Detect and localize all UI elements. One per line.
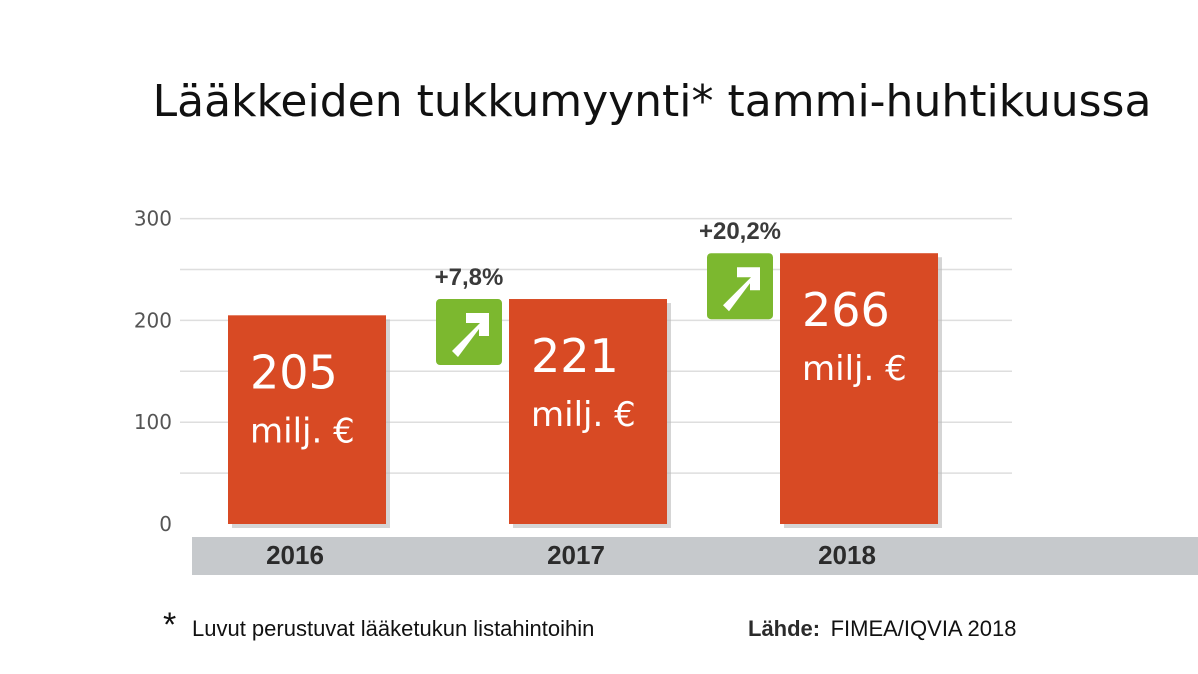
- x-category-label: 2016: [266, 540, 324, 570]
- x-category-label: 2018: [818, 540, 876, 570]
- source-label: Lähde:: [748, 616, 820, 641]
- y-tick-label: 100: [134, 410, 172, 434]
- source-line: Lähde: FIMEA/IQVIA 2018: [748, 616, 1016, 641]
- change-indicator: +20,2%: [699, 218, 781, 320]
- source-text: FIMEA/IQVIA 2018: [831, 616, 1017, 641]
- arrow-up-right-icon: [452, 313, 489, 358]
- bar-unit-label: milj. €: [250, 411, 355, 451]
- change-indicator: +7,8%: [435, 264, 504, 366]
- bar-value-label: 221: [531, 329, 619, 383]
- change-indicators: +7,8% +20,2%: [435, 218, 781, 366]
- bar-2017: [509, 299, 667, 524]
- bar-unit-label: milj. €: [802, 349, 907, 389]
- arrow-up-right-icon: [723, 267, 760, 312]
- bar-2016: [228, 315, 386, 524]
- y-tick-label: 300: [134, 207, 172, 231]
- y-tick-label: 0: [159, 512, 172, 536]
- change-percent-label: +7,8%: [435, 264, 504, 291]
- bars: 205 milj. € 221 milj. € 266 milj. €: [228, 253, 942, 528]
- footnote-text: Luvut perustuvat lääketukun listahintoih…: [192, 616, 594, 641]
- x-axis-band: [192, 537, 1198, 575]
- chart-title: Lääkkeiden tukkumyynti* tammi-huhtikuuss…: [153, 76, 1152, 127]
- y-tick-label: 200: [134, 308, 172, 332]
- bar-value-label: 205: [250, 345, 338, 399]
- increase-box: [436, 299, 502, 366]
- footnote-star: *: [163, 606, 176, 644]
- bar-unit-label: milj. €: [531, 395, 636, 435]
- x-category-label: 2017: [547, 540, 605, 570]
- change-percent-label: +20,2%: [699, 218, 781, 245]
- bar-value-label: 266: [802, 283, 890, 337]
- bar-2018: [780, 253, 938, 524]
- increase-box: [707, 253, 773, 320]
- x-axis-categories: 2016 2017 2018: [266, 540, 876, 570]
- y-axis-ticks: 0 100 200 300: [134, 207, 172, 536]
